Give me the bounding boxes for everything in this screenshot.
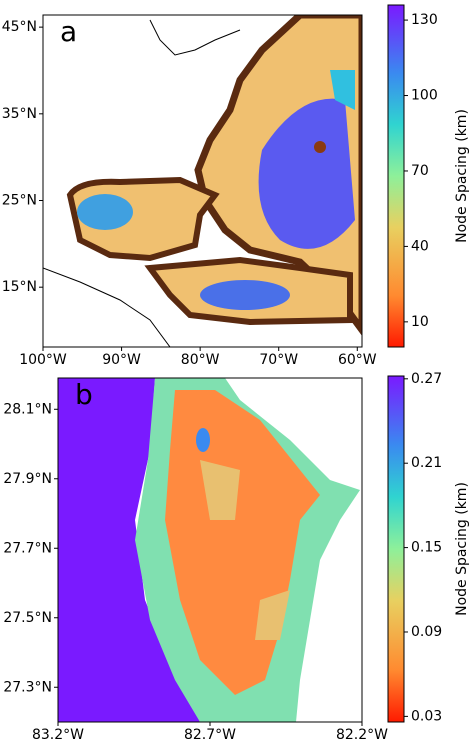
atlantic-core — [258, 98, 355, 249]
colorbar-tick-label: 10 — [411, 314, 429, 330]
colorbar-tick-label: 40 — [411, 238, 429, 254]
x-tick-label: 70°W — [259, 352, 298, 368]
x-tick-label: 80°W — [181, 352, 220, 368]
colorbar-tick-label: 0.03 — [411, 708, 442, 724]
gulf-deep — [58, 378, 200, 722]
caribbean-core — [200, 280, 290, 310]
colorbar-tick-label: 100 — [411, 88, 438, 104]
colorbar-tick-label: 0.09 — [411, 624, 442, 640]
y-tick-label: 27.7°N — [3, 540, 52, 556]
x-tick-label: 100°W — [19, 352, 67, 368]
y-tick-label: 27.5°N — [3, 610, 52, 626]
lakes — [149, 19, 241, 56]
coast — [43, 267, 171, 347]
colorbar-tick-label: 0.21 — [411, 455, 442, 471]
y-tick-label: 45°N — [2, 19, 37, 35]
colorbar-tick-label: 0.27 — [411, 371, 442, 387]
channel — [196, 428, 210, 452]
colorbar-b — [387, 375, 405, 723]
map-a — [43, 15, 362, 347]
y-tick-label: 25°N — [2, 193, 37, 209]
panel-label: a — [60, 15, 77, 48]
x-tick-label: 82.7°W — [184, 727, 236, 739]
x-tick-label: 90°W — [102, 352, 141, 368]
colorbar-label: Node Spacing (km) — [454, 482, 470, 616]
x-tick-label: 82.2°W — [336, 727, 388, 739]
y-tick-label: 28.1°N — [3, 401, 52, 417]
bay-shallow — [200, 460, 290, 640]
y-tick-label: 35°N — [2, 106, 37, 122]
colorbar-a — [387, 4, 405, 348]
island — [314, 141, 326, 153]
map-b — [58, 378, 362, 722]
atlantic-mid — [330, 70, 355, 110]
gulf-core — [77, 194, 133, 230]
y-tick-label: 15°N — [2, 279, 37, 295]
x-tick-label: 83.2°W — [32, 727, 84, 739]
colorbar-tick-label: 0.15 — [411, 540, 442, 556]
frame-a — [42, 14, 363, 348]
y-tick-label: 27.3°N — [3, 679, 52, 695]
colorbar-label: Node Spacing (km) — [454, 109, 470, 243]
panel-label: b — [75, 378, 93, 411]
colorbar-tick-label: 70 — [411, 163, 429, 179]
x-tick-label: 60°W — [338, 352, 377, 368]
colorbar-tick-label: 130 — [411, 12, 438, 28]
y-tick-label: 27.9°N — [3, 471, 52, 487]
